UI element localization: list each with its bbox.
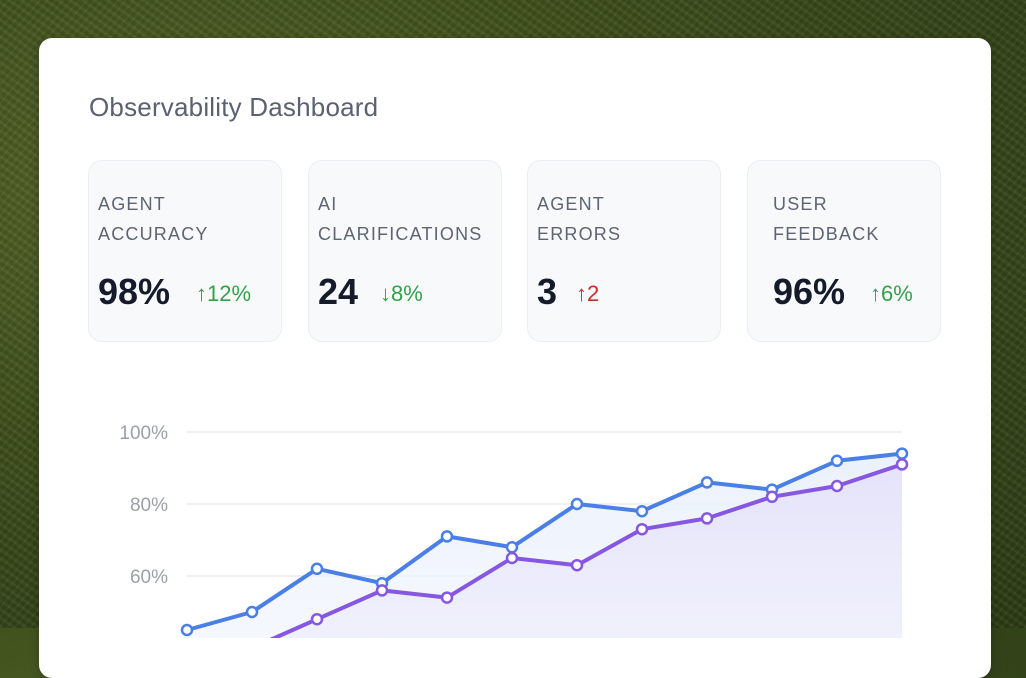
- data-point[interactable]: [505, 551, 519, 565]
- y-axis-tick-label: 80%: [130, 495, 168, 516]
- metric-delta: ↓8%: [380, 281, 423, 306]
- data-point[interactable]: [440, 591, 454, 604]
- data-point[interactable]: [700, 476, 714, 489]
- data-point[interactable]: [895, 447, 909, 460]
- metric-card-ai-clarifications: AI CLARIFICATIONS 24 ↓8%: [308, 160, 502, 342]
- data-point[interactable]: [505, 540, 519, 554]
- data-point[interactable]: [375, 584, 389, 597]
- data-point[interactable]: [700, 512, 714, 525]
- metric-value: 24: [318, 271, 359, 312]
- metric-label: AGENT ACCURACY: [98, 194, 209, 244]
- metric-card-user-feedback: USER FEEDBACK 96% ↑6%: [747, 160, 941, 342]
- dashboard-card: Observability Dashboard AGENT ACCURACY 9…: [39, 38, 991, 678]
- series-line: [185, 451, 904, 632]
- data-point[interactable]: [310, 612, 324, 626]
- metric-delta: ↑12%: [196, 281, 252, 306]
- data-point[interactable]: [830, 479, 844, 493]
- data-point[interactable]: [570, 497, 584, 511]
- metric-value: 98%: [98, 271, 171, 312]
- data-point[interactable]: [310, 562, 324, 576]
- data-point[interactable]: [635, 522, 649, 536]
- data-point[interactable]: [635, 504, 649, 518]
- y-axis-tick-label: 60%: [130, 567, 168, 588]
- line-chart: 100% 80% 60%: [119, 423, 909, 638]
- metric-value: 96%: [773, 271, 846, 312]
- data-point[interactable]: [895, 458, 909, 471]
- y-axis-tick-label: 100%: [119, 423, 168, 444]
- metric-card-agent-accuracy: AGENT ACCURACY 98% ↑12%: [88, 160, 282, 342]
- metric-card-agent-errors: AGENT ERRORS 3 ↑2: [527, 160, 721, 342]
- metric-label: AGENT ERRORS: [537, 194, 622, 244]
- data-point[interactable]: [570, 558, 584, 572]
- data-point[interactable]: [440, 530, 454, 543]
- metric-label: AI CLARIFICATIONS: [318, 194, 483, 244]
- data-point[interactable]: [830, 454, 844, 468]
- page-title: Observability Dashboard: [89, 92, 379, 122]
- metric-delta: ↑6%: [870, 281, 913, 306]
- metric-label: USER FEEDBACK: [773, 194, 880, 244]
- metric-delta: ↑2: [576, 281, 600, 306]
- data-point[interactable]: [765, 490, 779, 504]
- metric-value: 3: [537, 271, 558, 312]
- data-point[interactable]: [180, 623, 194, 637]
- data-point[interactable]: [245, 605, 259, 619]
